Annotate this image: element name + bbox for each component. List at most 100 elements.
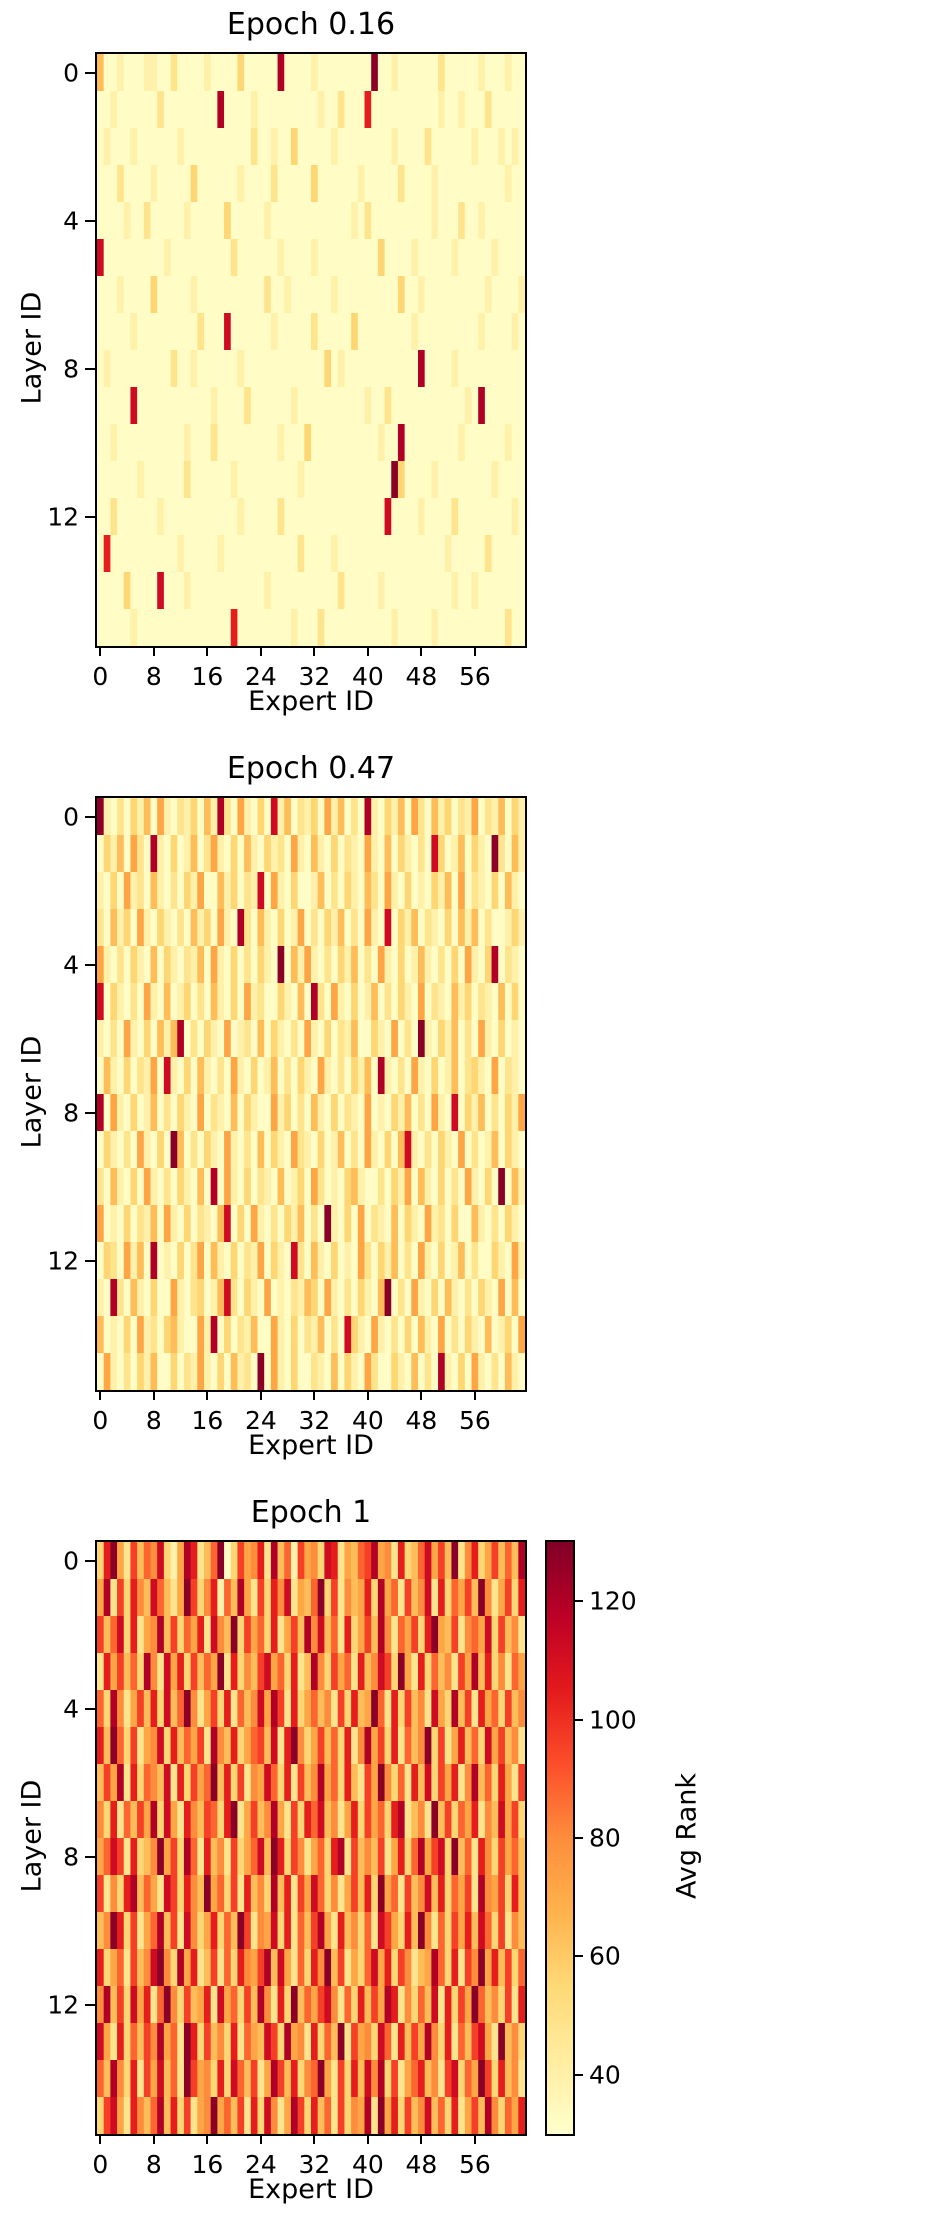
x-tick-mark bbox=[152, 2134, 155, 2144]
y-tick-mark bbox=[85, 219, 95, 222]
x-tick-mark bbox=[313, 1390, 316, 1400]
plot-title: Epoch 1 bbox=[250, 1495, 372, 1530]
x-tick-mark bbox=[420, 1390, 423, 1400]
x-tick-mark bbox=[366, 2134, 369, 2144]
x-tick-label: 8 bbox=[145, 2150, 162, 2179]
x-axis-label: Expert ID bbox=[248, 2174, 374, 2205]
colorbar-tick-mark bbox=[575, 1718, 583, 1721]
figure-epoch-0-47: Epoch 0.47 Layer ID 0 8 16 24 32 40 48 56 0 4 8 12 … bbox=[0, 744, 947, 1488]
y-tick-mark bbox=[85, 2003, 95, 2006]
y-tick-mark bbox=[85, 1855, 95, 1858]
y-tick-label: 12 bbox=[47, 1990, 79, 2019]
x-tick-mark bbox=[152, 646, 155, 656]
y-tick-label: 4 bbox=[63, 950, 79, 979]
x-tick-mark bbox=[99, 2134, 102, 2144]
x-tick-label: 8 bbox=[145, 1406, 162, 1435]
y-tick-label: 4 bbox=[63, 1694, 79, 1723]
heatmap-plot: 0 8 16 24 32 40 48 56 0 4 8 12 bbox=[47, 796, 527, 1435]
x-tick-mark bbox=[206, 646, 209, 656]
x-tick-label: 48 bbox=[405, 1406, 438, 1435]
y-tick-mark bbox=[85, 515, 95, 518]
x-tick-mark bbox=[259, 1390, 262, 1400]
x-tick-mark bbox=[473, 1390, 476, 1400]
x-tick-mark bbox=[473, 2134, 476, 2144]
x-tick-mark bbox=[420, 646, 423, 656]
x-tick-label: 24 bbox=[244, 1406, 277, 1435]
x-tick-label: 56 bbox=[458, 2150, 491, 2179]
x-tick-mark bbox=[99, 646, 102, 656]
heatmap-plot: 0 8 16 24 32 40 48 56 0 4 8 12 bbox=[47, 52, 527, 691]
figure-epoch-0-16: Epoch 0.16 Layer ID 0 8 16 24 32 40 48 56 0 4 8 12 … bbox=[0, 0, 947, 744]
x-tick-label: 56 bbox=[458, 1406, 491, 1435]
x-tick-label: 0 bbox=[92, 662, 109, 691]
colorbar-tick-mark bbox=[575, 1600, 583, 1603]
y-tick-mark bbox=[85, 1111, 95, 1114]
y-tick-label: 8 bbox=[63, 354, 79, 383]
colorbar-tick-label: 80 bbox=[589, 1823, 621, 1853]
plot-title: Epoch 0.47 bbox=[226, 751, 396, 786]
colorbar-gradient bbox=[547, 1542, 573, 2134]
y-tick-mark bbox=[85, 1259, 95, 1262]
colorbar-tick-mark bbox=[575, 2073, 583, 2076]
x-tick-label: 48 bbox=[405, 2150, 438, 2179]
x-tick-mark bbox=[259, 646, 262, 656]
x-tick-mark bbox=[206, 2134, 209, 2144]
x-tick-label: 48 bbox=[405, 662, 438, 691]
x-tick-mark bbox=[99, 1390, 102, 1400]
colorbar-tick-label: 40 bbox=[589, 2060, 621, 2090]
colorbar: 40 60 80 100 120 bbox=[545, 1540, 637, 2136]
y-tick-label: 4 bbox=[63, 206, 79, 235]
y-tick-label: 8 bbox=[63, 1098, 79, 1127]
x-tick-label: 56 bbox=[458, 662, 491, 691]
y-axis-label: Layer ID bbox=[16, 1035, 48, 1149]
x-tick-label: 16 bbox=[191, 2150, 224, 2179]
heatmap-plot: 0 8 16 24 32 40 48 56 0 4 8 12 bbox=[47, 1540, 527, 2179]
y-tick-label: 0 bbox=[63, 1546, 79, 1575]
x-tick-label: 16 bbox=[191, 1406, 224, 1435]
x-tick-mark bbox=[366, 646, 369, 656]
x-tick-mark bbox=[152, 1390, 155, 1400]
heatmap-canvas bbox=[97, 798, 525, 1390]
y-tick-mark bbox=[85, 815, 95, 818]
colorbar-tick-label: 120 bbox=[589, 1586, 637, 1616]
colorbar-tick-mark bbox=[575, 1955, 583, 1958]
x-tick-label: 24 bbox=[244, 2150, 277, 2179]
x-tick-label: 8 bbox=[145, 662, 162, 691]
x-tick-label: 40 bbox=[351, 662, 384, 691]
heatmap-canvas bbox=[97, 54, 525, 646]
x-tick-label: 40 bbox=[351, 2150, 384, 2179]
x-tick-mark bbox=[366, 1390, 369, 1400]
x-tick-label: 0 bbox=[92, 2150, 109, 2179]
x-tick-label: 16 bbox=[191, 662, 224, 691]
y-axis-label: Layer ID bbox=[16, 1779, 48, 1893]
y-tick-mark bbox=[85, 367, 95, 370]
y-tick-label: 12 bbox=[47, 1246, 79, 1275]
figure-epoch-1: Epoch 1 Layer ID 0 8 16 24 32 40 48 56 0 4 8 12 Exp… bbox=[0, 1488, 947, 2232]
x-axis-label: Expert ID bbox=[248, 1430, 374, 1461]
y-tick-label: 0 bbox=[63, 802, 79, 831]
x-axis-label: Expert ID bbox=[248, 686, 374, 717]
x-tick-mark bbox=[313, 646, 316, 656]
x-tick-mark bbox=[259, 2134, 262, 2144]
x-tick-mark bbox=[420, 2134, 423, 2144]
plot-title: Epoch 0.16 bbox=[226, 7, 396, 42]
x-tick-label: 40 bbox=[351, 1406, 384, 1435]
x-tick-mark bbox=[313, 2134, 316, 2144]
y-tick-mark bbox=[85, 71, 95, 74]
y-axis-label: Layer ID bbox=[16, 291, 48, 405]
colorbar-label: Avg Rank bbox=[671, 1772, 703, 1900]
y-tick-mark bbox=[85, 963, 95, 966]
x-tick-label: 32 bbox=[298, 1406, 331, 1435]
colorbar-tick-mark bbox=[575, 1837, 583, 1839]
x-tick-label: 32 bbox=[298, 662, 331, 691]
y-tick-label: 8 bbox=[63, 1842, 79, 1871]
x-tick-label: 32 bbox=[298, 2150, 331, 2179]
colorbar-tick-label: 60 bbox=[589, 1941, 621, 1971]
x-tick-mark bbox=[206, 1390, 209, 1400]
y-tick-label: 12 bbox=[47, 502, 79, 531]
y-tick-mark bbox=[85, 1707, 95, 1710]
heatmap-canvas bbox=[97, 1542, 525, 2134]
y-tick-mark bbox=[85, 1559, 95, 1562]
x-tick-mark bbox=[473, 646, 476, 656]
colorbar-tick-label: 100 bbox=[589, 1705, 637, 1735]
